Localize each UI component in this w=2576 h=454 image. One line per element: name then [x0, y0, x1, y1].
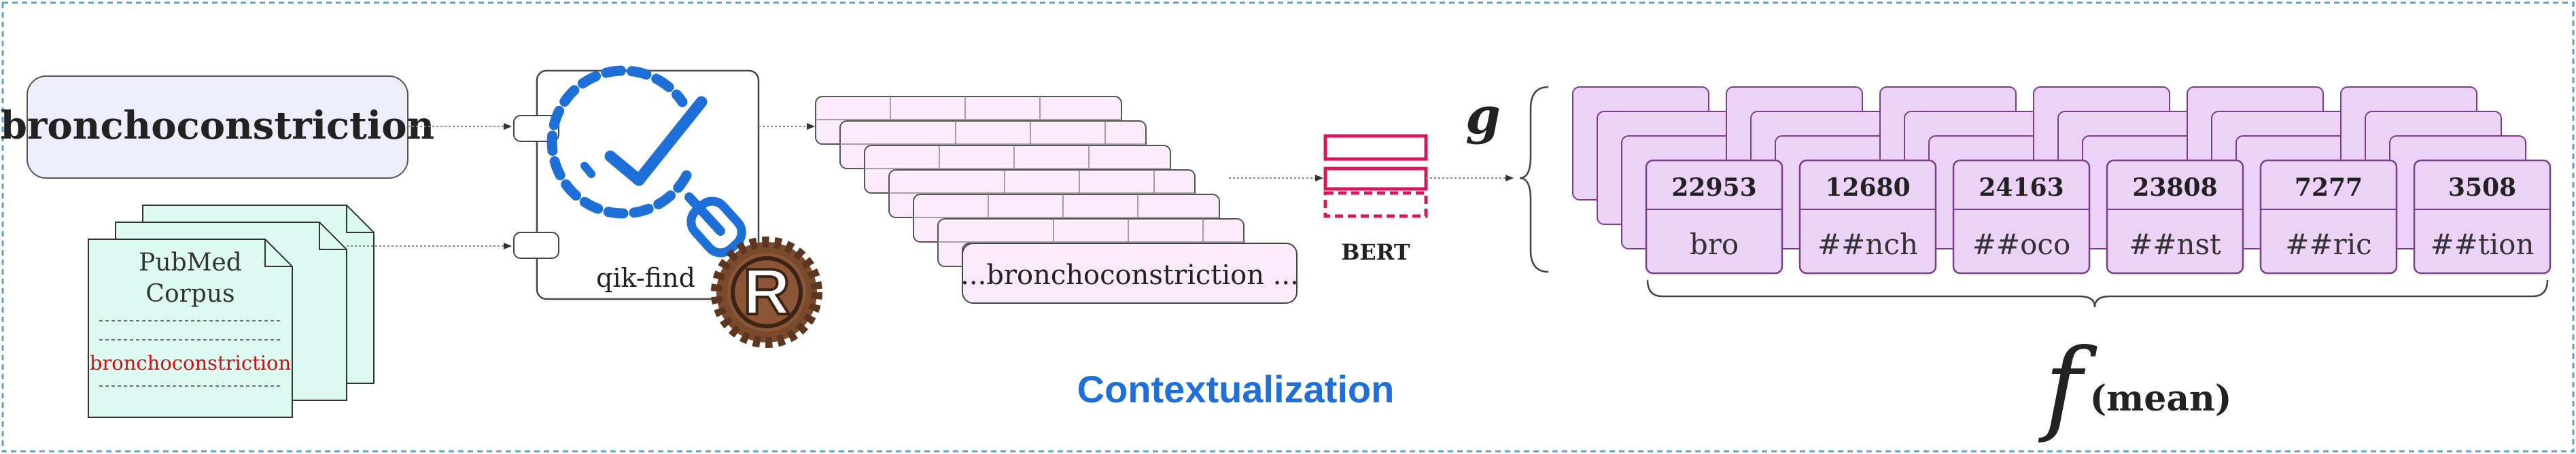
bert-label: BERT — [1341, 239, 1410, 265]
corpus-stack: PubMed Corpus bronchoconstriction — [88, 205, 375, 418]
function-f: f (mean) — [2038, 328, 2231, 446]
token-piece: ##tion — [2430, 228, 2534, 261]
section-label: Contextualization — [1077, 368, 1395, 411]
token-cards: 22953 bro 12680 ##nch 24163 ##oco 23808 ##nst 72… — [1645, 159, 2552, 275]
query-box: bronchoconstriction — [1, 75, 435, 179]
token-id: 23808 — [2132, 173, 2217, 202]
context-snippet-text: ...bronchoconstriction ... — [960, 260, 1299, 291]
tool-box: qik-find — [513, 65, 760, 300]
token-piece: ##nch — [1817, 228, 1918, 261]
token-id: 12680 — [1825, 173, 1910, 202]
token-card: 22953 bro — [1645, 159, 1783, 275]
token-id: 7277 — [2295, 173, 2363, 202]
tool-input-port-corpus — [513, 232, 559, 259]
token-piece: ##ric — [2285, 228, 2371, 261]
token-card: 7277 ##ric — [2259, 159, 2398, 275]
function-g: g — [1465, 87, 1501, 145]
query-term: bronchoconstriction — [1, 103, 435, 148]
left-brace — [1519, 86, 1549, 273]
corpus-title-line1: PubMed — [139, 249, 242, 277]
clock-search-icon — [546, 65, 746, 258]
svg-text:R: R — [743, 256, 790, 328]
function-f-subscript: (mean) — [2090, 378, 2232, 419]
corpus-document — [88, 239, 293, 418]
context-snippet-front: ...bronchoconstriction ... — [960, 243, 1299, 304]
token-card: 23808 ##nst — [2106, 159, 2244, 275]
token-card: 3508 ##tion — [2413, 159, 2552, 275]
token-piece: bro — [1690, 228, 1739, 261]
token-id: 24163 — [1979, 173, 2064, 202]
token-id: 3508 — [2448, 173, 2516, 202]
rust-logo: R — [711, 237, 822, 348]
bottom-brace — [1646, 279, 2549, 308]
token-card: 12680 ##nch — [1798, 159, 1937, 275]
stacked-layers-icon — [1323, 134, 1428, 218]
corpus-highlight: bronchoconstriction — [90, 351, 291, 374]
token-id: 22953 — [1671, 173, 1756, 202]
function-f-symbol: f — [2038, 328, 2098, 446]
corpus-title-line2: Corpus — [145, 280, 234, 308]
tool-label: qik-find — [596, 263, 695, 293]
token-piece: ##oco — [1972, 228, 2070, 261]
token-card: 24163 ##oco — [1952, 159, 2091, 275]
token-piece: ##nst — [2129, 228, 2221, 261]
